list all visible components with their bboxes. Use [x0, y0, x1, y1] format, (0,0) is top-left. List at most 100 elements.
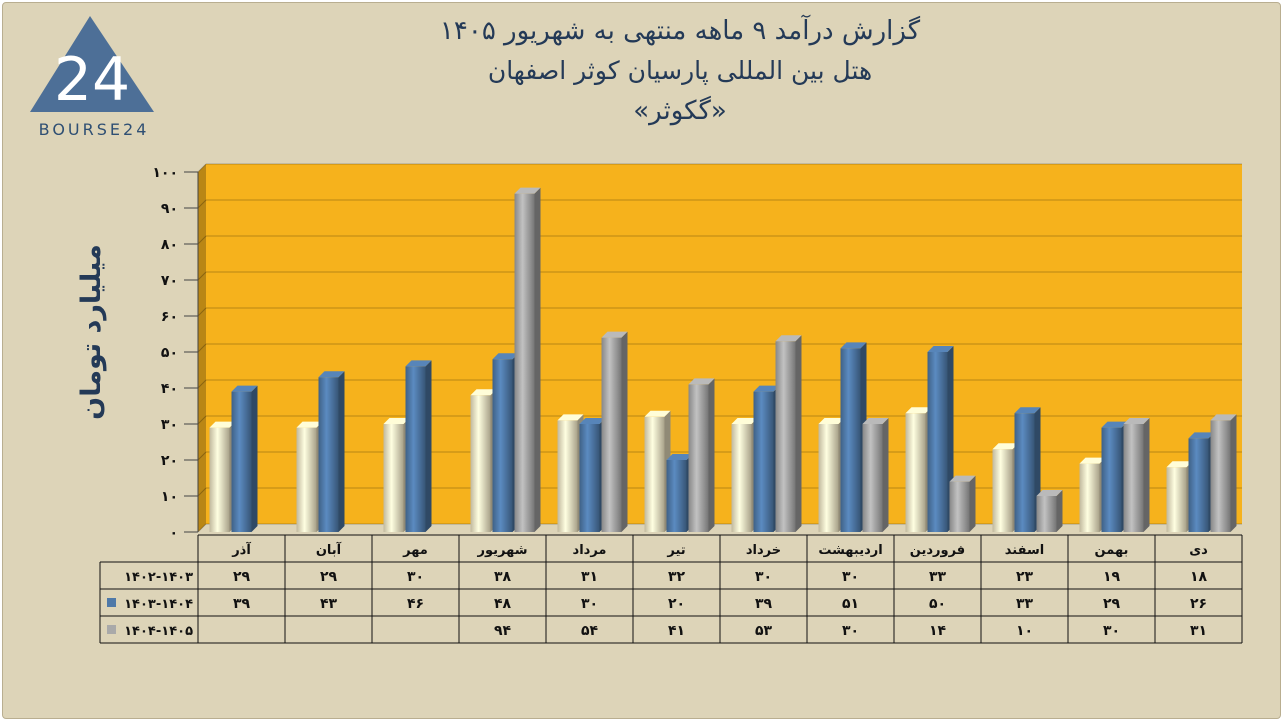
bar-series-3: [514, 187, 541, 532]
bar-series-3: [1123, 418, 1150, 532]
series-name: ۱۴۰۲-۱۴۰۳: [124, 570, 193, 585]
gridline-side: [197, 451, 207, 461]
bar: [840, 348, 861, 532]
bar: [1210, 420, 1231, 532]
y-tick-label: ۲۰: [161, 453, 178, 469]
y-tick-label: ۱۰۰: [152, 165, 178, 181]
data-label: ۱۹: [1103, 569, 1121, 585]
bar-side: [1230, 414, 1237, 532]
gridline-side: [197, 487, 207, 497]
bar: [666, 460, 687, 532]
bar-side: [534, 187, 541, 532]
category-label: تیر: [666, 543, 685, 558]
bar-top: [818, 418, 845, 424]
data-label: ۲۳: [1016, 569, 1034, 585]
bar: [601, 337, 622, 532]
bar-top: [688, 378, 715, 385]
legend-swatch-2: [107, 598, 116, 607]
gridline-side: [197, 163, 207, 173]
bar: [296, 427, 317, 532]
bar: [905, 413, 926, 532]
bar: [231, 391, 252, 532]
data-label: ۲۹: [320, 569, 338, 585]
bar-side: [251, 385, 258, 532]
bar-top: [318, 371, 345, 378]
bar-series-3: [601, 331, 628, 532]
bar-series-3: [688, 378, 715, 532]
bar-top: [579, 418, 606, 424]
gridline-side: [197, 235, 207, 245]
data-label: ۳۳: [1016, 596, 1034, 612]
bar-top: [1014, 407, 1041, 414]
category-label: مرداد: [573, 543, 607, 558]
gridline-side: [197, 271, 207, 281]
bar: [818, 424, 839, 532]
data-label: ۴۳: [320, 596, 338, 612]
category-label: مهر: [402, 543, 428, 558]
bar: [209, 427, 230, 532]
data-label: ۵۰: [929, 596, 946, 612]
category-label: دی: [1189, 543, 1208, 558]
bar: [405, 366, 426, 532]
bar-top: [1036, 490, 1063, 496]
bar-side: [1143, 418, 1150, 532]
logo-wordmark: BOURSE24: [38, 120, 150, 139]
bar-top: [644, 410, 671, 417]
bar-top: [470, 389, 497, 396]
category-label: اردیبهشت: [818, 543, 882, 558]
y-tick-label: ۷۰: [161, 273, 178, 289]
data-label: ۳۰: [581, 596, 598, 612]
bar-top: [1101, 421, 1128, 428]
y-tick-label: ۰: [169, 525, 178, 541]
bar-top: [862, 418, 889, 424]
bar: [862, 424, 883, 532]
data-label: ۳۳: [929, 569, 947, 585]
data-label: ۱۰: [1016, 623, 1033, 639]
bar-top: [775, 335, 802, 342]
bar-side: [338, 371, 345, 532]
category-label: آبان: [316, 541, 342, 558]
bar-top: [753, 385, 780, 392]
bar: [992, 449, 1013, 532]
bar-top: [383, 418, 410, 424]
category-label: آذر: [231, 541, 251, 558]
bar-side: [969, 475, 976, 532]
data-label: ۳۸: [494, 569, 512, 585]
data-label: ۳۱: [1190, 623, 1207, 639]
legend-swatch-3: [107, 625, 116, 634]
bar-series-3: [1210, 414, 1237, 532]
bourse24-logo: 24 BOURSE24: [28, 14, 160, 139]
bar: [492, 359, 513, 532]
y-tick-label: ۸۰: [161, 237, 178, 253]
bar-series-3: [862, 418, 889, 532]
bar-top: [557, 414, 584, 421]
category-label: شهریور: [477, 543, 528, 558]
gridline-side: [197, 415, 207, 425]
y-tick-label: ۴۰: [161, 381, 178, 397]
bar-side: [425, 360, 432, 532]
data-label: ۴۱: [668, 623, 685, 639]
series-name: ۱۴۰۴-۱۴۰۵: [124, 624, 193, 639]
bar-top: [927, 346, 954, 352]
bar: [1188, 438, 1209, 532]
bar: [318, 377, 339, 532]
bar: [688, 384, 709, 532]
bars: [209, 187, 1237, 532]
gridline-side: [197, 307, 207, 317]
logo-mark: 24: [54, 45, 130, 115]
bar-top: [296, 421, 323, 428]
bar-side: [795, 335, 802, 532]
bar-series-2: [231, 385, 258, 532]
y-tick-label: ۳۰: [161, 417, 178, 433]
data-label: ۳۲: [668, 569, 686, 585]
data-label: ۵۱: [842, 596, 859, 612]
category-label: خرداد: [746, 543, 781, 558]
logo-triangle-icon: 24: [30, 16, 154, 115]
bar: [514, 193, 535, 532]
data-label: ۲۹: [1103, 596, 1121, 612]
y-tick-label: ۵۰: [161, 345, 178, 361]
bar-top: [840, 342, 867, 349]
bar-top: [1210, 414, 1237, 421]
bar: [753, 391, 774, 532]
gridline-side: [197, 523, 207, 533]
